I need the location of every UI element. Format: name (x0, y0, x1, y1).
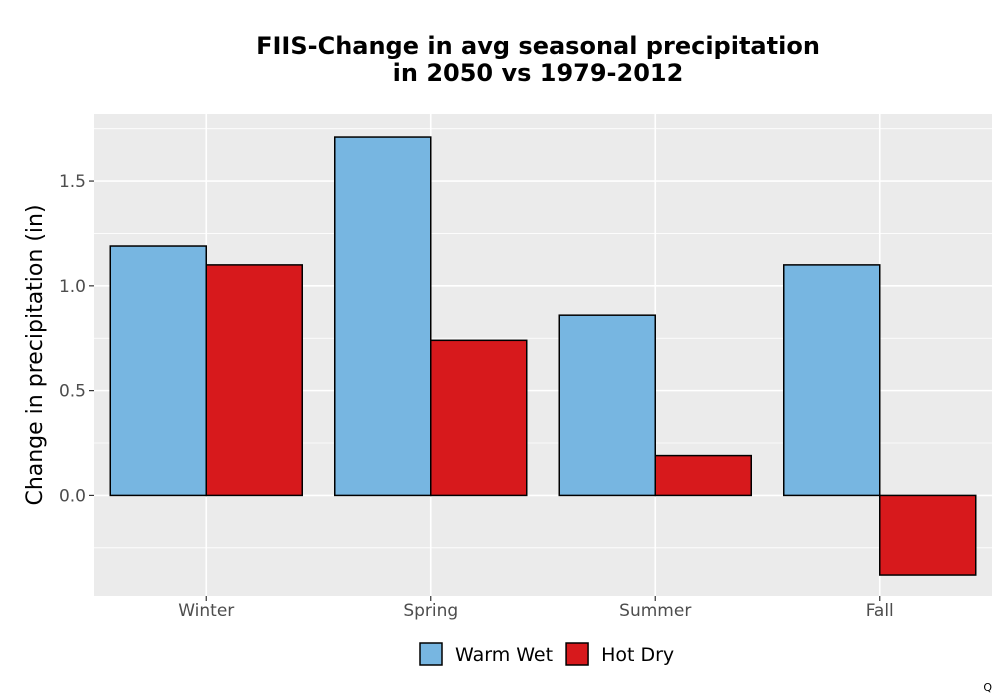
legend-label: Warm Wet (455, 644, 553, 666)
y-axis-label: Change in precipitation (in) (23, 204, 48, 505)
bar-warm-wet-fall (783, 264, 881, 497)
bar-hot-dry-fall (879, 494, 977, 576)
y-tick-label: 1.0 (59, 277, 86, 297)
chart-title-line-1: FIIS-Change in avg seasonal precipitatio… (256, 32, 820, 60)
chart-title-line-2: in 2050 vs 1979-2012 (392, 59, 684, 87)
bar-hot-dry-winter (205, 264, 303, 497)
corner-mark: Q (983, 681, 992, 694)
y-tick-label: 0.5 (59, 382, 86, 402)
bars-group (109, 136, 977, 576)
x-tick-label: Summer (619, 601, 691, 621)
y-tick-label: 0.0 (59, 486, 86, 506)
bar-warm-wet-winter (109, 245, 207, 497)
x-axis-ticks: Winter Spring Summer Fall (178, 596, 894, 621)
y-axis-ticks: 0.0 0.5 1.0 1.5 (59, 172, 94, 506)
legend-swatch (419, 642, 443, 666)
y-tick-label: 1.5 (59, 172, 86, 192)
legend-swatch (565, 642, 589, 666)
x-tick-label: Fall (866, 601, 894, 621)
x-tick-label: Winter (178, 601, 234, 621)
bar-hot-dry-spring (430, 339, 528, 497)
legend-label: Hot Dry (601, 644, 674, 666)
x-tick-label: Spring (403, 601, 458, 621)
bar-hot-dry-summer (654, 454, 752, 497)
legend: Warm Wet Hot Dry (419, 642, 674, 666)
bar-warm-wet-spring (334, 136, 432, 497)
bar-warm-wet-summer (558, 314, 656, 497)
